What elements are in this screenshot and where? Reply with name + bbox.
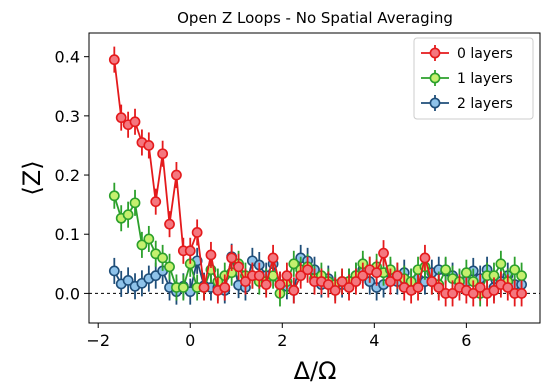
x-tick-label: 6 (461, 331, 471, 350)
data-point (198, 282, 210, 293)
data-point (191, 227, 203, 238)
legend-marker (429, 47, 441, 59)
x-axis: −2 0 2 4 6 (86, 323, 471, 350)
y-tick-label: 0.2 (55, 166, 80, 185)
y-tick-label: 0.3 (55, 107, 80, 126)
data-point (426, 276, 438, 287)
data-point (184, 245, 196, 257)
data-point (343, 282, 355, 293)
y-axis-label: ⟨Z⟩ (18, 160, 46, 195)
data-point (295, 270, 307, 282)
data-point (115, 112, 127, 124)
data-point (136, 239, 148, 251)
y-tick-label: 0.1 (55, 225, 80, 244)
data-point (474, 282, 486, 293)
legend-label: 1 layers (457, 71, 513, 87)
data-point (108, 190, 120, 202)
y-tick-label: 0.4 (55, 48, 80, 67)
data-point (150, 196, 162, 208)
data-point (157, 148, 169, 160)
data-point (329, 285, 341, 296)
legend-label: 0 layers (457, 46, 513, 62)
data-point (509, 264, 521, 276)
data-point (371, 267, 383, 279)
data-point (447, 288, 458, 299)
x-tick-label: 4 (369, 331, 379, 350)
data-point (260, 279, 272, 290)
y-tick-label: 0.0 (55, 284, 80, 303)
data-point (122, 274, 134, 286)
data-point (240, 276, 251, 287)
data-point (253, 270, 265, 282)
data-point (467, 288, 479, 299)
data-point (350, 276, 362, 287)
data-point (419, 252, 431, 264)
legend-entry-2: 2 layers (421, 95, 513, 112)
data-point (336, 276, 348, 287)
data-point (516, 270, 527, 282)
data-point (385, 276, 396, 287)
series-0 (108, 46, 527, 307)
data-point (108, 265, 120, 277)
data-point (302, 264, 313, 276)
data-point (322, 279, 334, 290)
data-point (122, 209, 134, 221)
legend: 0 layers 1 layers 2 layers (413, 37, 534, 120)
x-tick-label: −2 (86, 331, 110, 350)
legend-marker (429, 97, 441, 109)
data-point (267, 252, 279, 264)
axes-frame (88, 32, 541, 324)
data-point (516, 288, 527, 299)
data-point (495, 258, 507, 270)
legend-box (413, 37, 534, 120)
data-point (164, 261, 175, 273)
data-point (502, 282, 514, 293)
data-point (177, 282, 189, 293)
data-point (219, 282, 231, 293)
data-point (288, 285, 300, 296)
data-point (357, 270, 369, 282)
x-tick-label: 2 (277, 331, 287, 350)
data-point (171, 169, 182, 181)
data-point (274, 279, 286, 290)
data-point (391, 270, 403, 282)
data-point (233, 261, 244, 273)
y-axis: 0.0 0.1 0.2 0.3 0.4 (55, 48, 89, 303)
x-tick-label: 0 (185, 331, 195, 350)
data-point (129, 197, 141, 209)
data-point (433, 282, 445, 293)
data-point (157, 252, 169, 264)
chart-title: Open Z Loops - No Spatial Averaging (177, 9, 453, 27)
data-point (129, 116, 141, 128)
legend-entry-0: 0 layers (421, 45, 513, 62)
data-point (205, 249, 217, 261)
data-point (143, 233, 155, 245)
legend-marker (429, 72, 441, 84)
data-point (143, 140, 155, 151)
data-point (288, 258, 300, 270)
data-point (440, 264, 452, 276)
legend-label: 2 layers (457, 96, 513, 112)
data-point (412, 282, 424, 293)
data-point (460, 267, 472, 279)
legend-entry-1: 1 layers (421, 70, 513, 87)
data-point (108, 54, 120, 66)
data-point (226, 252, 238, 264)
plot-area (89, 46, 540, 307)
data-point (378, 247, 389, 259)
data-point (488, 285, 500, 296)
data-point (281, 270, 293, 282)
data-point (164, 218, 175, 230)
x-axis-label: Δ/Ω (294, 357, 337, 383)
